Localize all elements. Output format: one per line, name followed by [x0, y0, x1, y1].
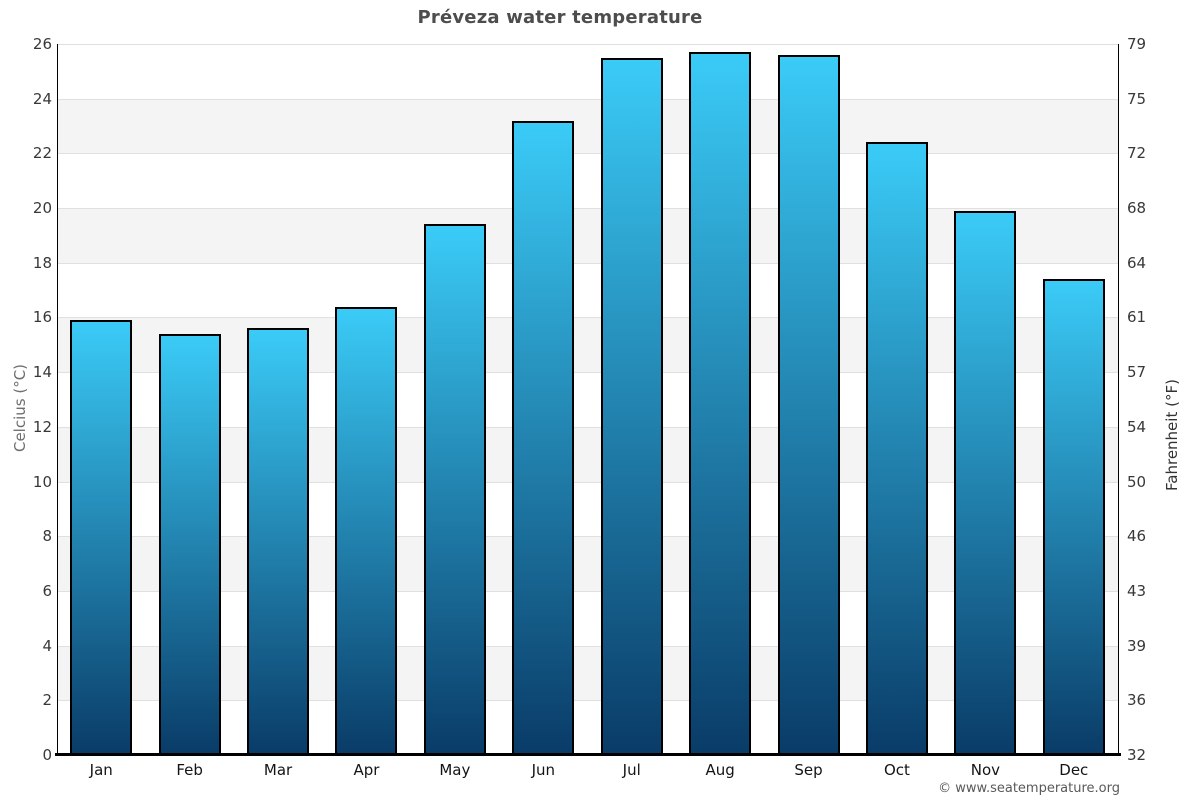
y-tick-fahrenheit-68: 68 [1127, 199, 1147, 218]
bar-dec [1043, 279, 1105, 755]
x-tick-mar: Mar [263, 761, 293, 779]
copyright-text: © www.seatemperature.org [938, 781, 1120, 796]
gridline [57, 153, 1118, 154]
x-tick-feb: Feb [176, 761, 203, 779]
y-tick-fahrenheit-75: 75 [1127, 89, 1147, 108]
background-band [57, 590, 1118, 646]
gridline [57, 372, 1118, 373]
bar-oct [866, 142, 928, 755]
gridline [57, 591, 1118, 592]
y-tick-fahrenheit-50: 50 [1127, 472, 1147, 491]
x-tick-jan: Jan [89, 761, 113, 779]
y-tick-fahrenheit-32: 32 [1127, 746, 1147, 764]
background-band [57, 645, 1118, 701]
x-axis-month-labels: Jan Feb Mar Apr May Jun Jul Aug Sep Oct Nov Dec [57, 760, 1118, 784]
y-tick-fahrenheit-72: 72 [1127, 144, 1147, 163]
background-band [57, 208, 1118, 263]
y-tick-fahrenheit-79: 79 [1127, 35, 1147, 53]
y-tick-celsius-0: 0 [42, 746, 52, 764]
bar-jan [70, 320, 132, 755]
bar-nov [954, 211, 1016, 755]
background-band [57, 153, 1118, 209]
gridline [57, 646, 1118, 647]
x-tick-apr: Apr [353, 761, 380, 779]
x-tick-nov: Nov [970, 761, 1001, 779]
y-tick-celsius-10: 10 [32, 472, 52, 491]
x-tick-aug: Aug [705, 761, 735, 779]
x-tick-jul: Jul [622, 761, 641, 779]
y-tick-fahrenheit-43: 43 [1127, 581, 1147, 600]
y-axis-ticks-celsius: 0 2 4 6 8 10 12 14 16 18 20 22 24 26 [0, 0, 52, 800]
bar-jul [601, 58, 663, 755]
y-axis-ticks-fahrenheit: 32 36 39 43 46 50 54 57 61 64 68 72 75 79 [1127, 0, 1187, 800]
y-tick-fahrenheit-39: 39 [1127, 636, 1147, 655]
y-tick-fahrenheit-36: 36 [1127, 691, 1147, 710]
x-tick-oct: Oct [883, 761, 910, 779]
gridline [57, 536, 1118, 537]
y-tick-celsius-14: 14 [32, 363, 52, 382]
background-band [57, 98, 1118, 154]
y-tick-fahrenheit-61: 61 [1127, 308, 1147, 327]
background-band [57, 44, 1118, 99]
x-tick-may: May [439, 761, 471, 779]
background-band [57, 426, 1118, 482]
background-band [57, 262, 1118, 318]
y-tick-fahrenheit-46: 46 [1127, 527, 1147, 546]
bar-apr [335, 307, 397, 755]
y-tick-celsius-24: 24 [32, 89, 52, 108]
gridline [57, 99, 1118, 100]
gridline [57, 317, 1118, 318]
bar-sep [778, 55, 840, 755]
x-tick-jun: Jun [531, 761, 555, 779]
left-axis-line [57, 44, 58, 755]
y-tick-celsius-2: 2 [42, 691, 52, 710]
plot-area [57, 44, 1118, 755]
gridline [57, 482, 1118, 483]
background-band [57, 317, 1118, 373]
bar-jun [512, 121, 574, 755]
right-axis-line [1118, 44, 1119, 755]
y-tick-celsius-16: 16 [32, 308, 52, 327]
x-tick-sep: Sep [794, 761, 823, 779]
background-band [57, 481, 1118, 537]
background-band [57, 372, 1118, 427]
gridline [57, 700, 1118, 701]
y-tick-celsius-8: 8 [42, 527, 52, 546]
x-tick-dec: Dec [1059, 761, 1089, 779]
background-band [57, 536, 1118, 591]
bar-feb [159, 334, 221, 755]
y-tick-fahrenheit-64: 64 [1127, 253, 1147, 272]
y-tick-celsius-22: 22 [32, 144, 52, 163]
bar-mar [247, 328, 309, 755]
gridline [57, 427, 1118, 428]
gridline [57, 263, 1118, 264]
bar-aug [689, 52, 751, 755]
y-tick-celsius-26: 26 [32, 35, 52, 53]
y-tick-celsius-20: 20 [32, 199, 52, 218]
x-axis-line [55, 753, 1121, 756]
y-tick-fahrenheit-54: 54 [1127, 417, 1147, 436]
chart-title: Préveza water temperature [417, 7, 703, 28]
y-tick-fahrenheit-57: 57 [1127, 363, 1147, 382]
background-band [57, 700, 1118, 755]
bar-may [424, 224, 486, 755]
y-tick-celsius-18: 18 [32, 253, 52, 272]
y-tick-celsius-4: 4 [42, 636, 52, 655]
y-tick-celsius-12: 12 [32, 417, 52, 436]
gridline [57, 208, 1118, 209]
gridline [57, 44, 1118, 45]
y-tick-celsius-6: 6 [42, 581, 52, 600]
